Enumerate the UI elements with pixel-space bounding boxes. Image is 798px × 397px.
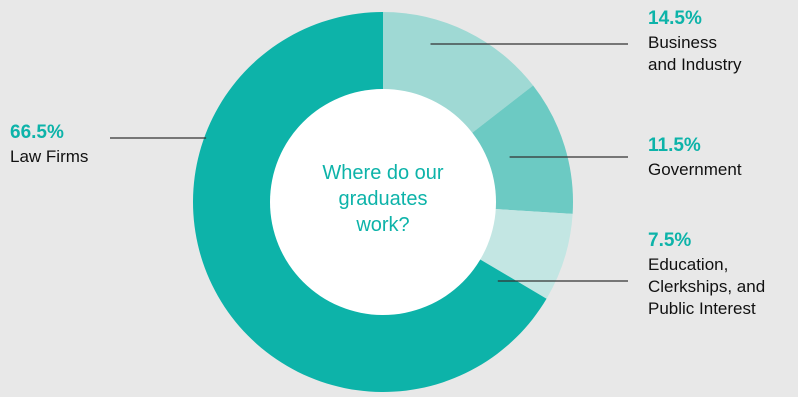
slice-value-government: 11.5% xyxy=(648,135,701,156)
chart-title: Where do our graduates work? xyxy=(322,162,444,236)
slice-label-government: Government xyxy=(648,160,742,179)
slice-label-education-clerkships-public-interest: Education, Clerkships, and Public Intere… xyxy=(648,255,766,318)
slice-value-education-clerkships-public-interest: 7.5% xyxy=(648,230,692,251)
donut-hole xyxy=(270,89,496,315)
callout-law-firms: 66.5% Law Firms xyxy=(10,122,88,168)
callout-business-and-industry: 14.5% Business and Industry xyxy=(648,8,742,76)
slice-value-business-and-industry: 14.5% xyxy=(648,8,702,29)
slice-value-law-firms: 66.5% xyxy=(10,122,64,143)
callout-government: 11.5% Government xyxy=(648,135,742,181)
slice-label-law-firms: Law Firms xyxy=(10,147,89,166)
callout-education-clerkships-public-interest: 7.5% Education, Clerkships, and Public I… xyxy=(648,230,765,320)
slice-label-business-and-industry: Business and Industry xyxy=(648,33,742,74)
